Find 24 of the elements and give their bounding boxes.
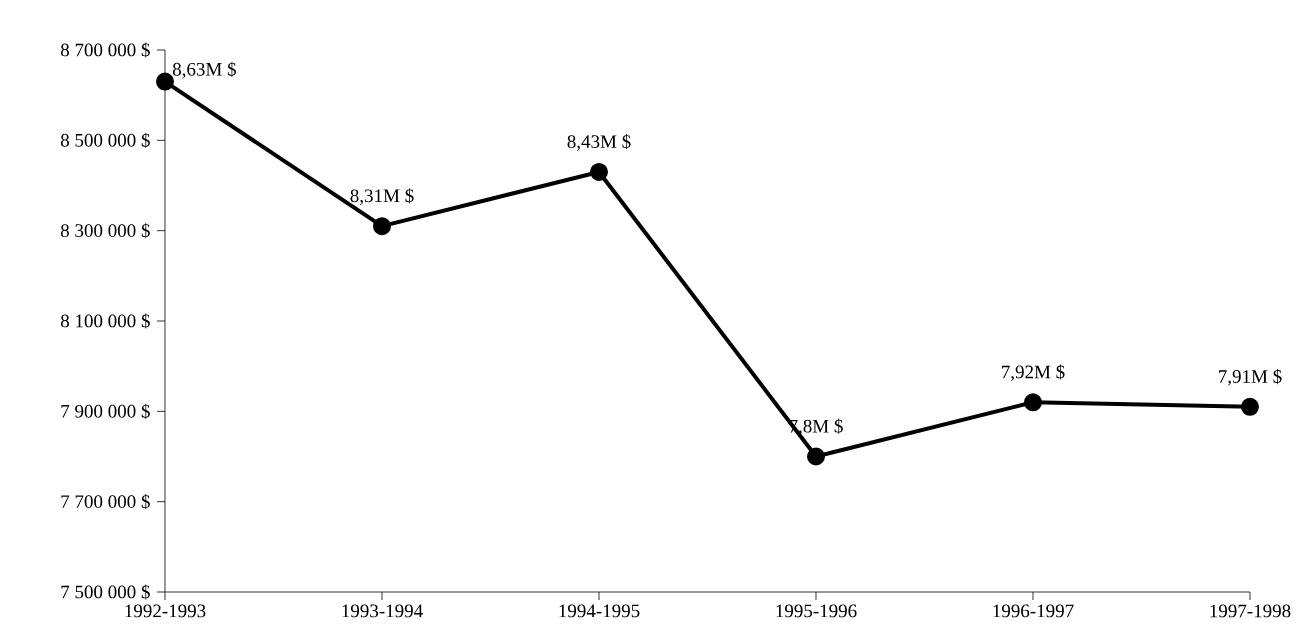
point (806, 447, 825, 466)
data-label: 7,92M $ (1002, 364, 1065, 382)
x-tick-label: 1994-1995 (559, 604, 640, 618)
x-tick-label: 1996-1997 (993, 604, 1074, 618)
x-tick-label: 1992-1993 (125, 604, 206, 618)
y-tick-label: 8 500 000 $ (60, 132, 150, 148)
y-tick-label: 8 100 000 $ (60, 313, 150, 329)
point (156, 72, 174, 91)
y-tick-label: 7 700 000 $ (61, 494, 150, 510)
data-label: 8,63M $ (172, 61, 236, 79)
point (1240, 397, 1259, 416)
x-tick-label: 1997-1998 (1210, 604, 1291, 618)
data-label: 8,31M $ (350, 188, 414, 205)
point (1023, 393, 1042, 412)
data-label: 7,91M $ (1219, 368, 1282, 386)
x-tick-label: 1995-1996 (776, 604, 857, 618)
y-tick-label: 8 300 000 $ (60, 223, 150, 239)
data-label: 8,43M $ (567, 134, 631, 151)
y-tick-label: 7 500 000 $ (61, 584, 150, 600)
y-tick-label: 8 700 000 $ (60, 42, 150, 58)
point (590, 162, 608, 181)
point (373, 217, 391, 236)
x-tick-label: 1993-1994 (342, 604, 423, 618)
y-tick-label: 7 900 000 $ (61, 403, 150, 419)
